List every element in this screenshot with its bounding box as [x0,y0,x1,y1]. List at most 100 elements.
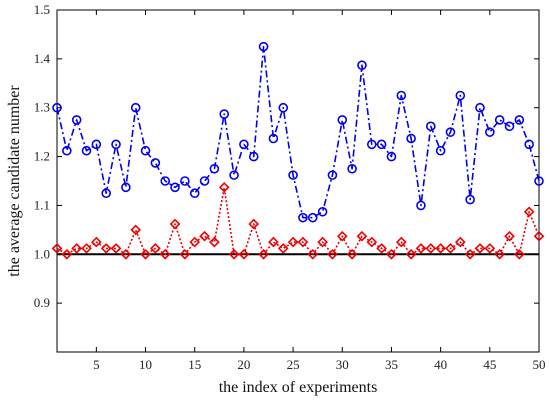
series-2-point [415,243,427,254]
series-1-point [71,115,82,125]
series-2-point [228,248,240,260]
series-2-point [179,248,191,260]
series-1-point [416,200,426,211]
y-tick-label: 1.3 [34,100,50,115]
series-2-point [258,248,269,260]
series-1-point [524,139,534,150]
series-1-point [268,133,279,144]
series-1-point [111,139,121,150]
series-2-point [317,236,328,248]
series-1-point [150,158,161,168]
series-2-point [454,236,466,248]
series-1-line [56,45,540,219]
series-2-point [307,248,319,260]
series-1-point [406,133,416,144]
series-2-point [405,248,417,260]
series-2-point [376,243,387,254]
series-1-point [160,176,171,186]
series-1-point [288,170,298,180]
series-1-point [445,127,456,137]
series-2-point [209,236,220,248]
series-1-point [298,212,308,223]
y-axis-label: the average candidate number [6,85,23,277]
series-2-point [504,230,515,242]
series-1-point [485,127,495,137]
series-1-point [366,139,377,150]
series-1-point [465,194,475,205]
series-2-point [110,243,122,254]
series-1-point [229,170,239,180]
series-2-point [327,248,338,260]
series-2-point [346,248,358,260]
x-tick-label: 5 [93,357,100,372]
series-2-point [435,243,446,254]
series-2-point [238,248,250,260]
series-2-point [445,243,456,254]
series-1-point [504,121,515,132]
x-tick-label: 25 [287,357,300,372]
series-1-point [278,102,289,113]
x-tick-layer: 5 10 15 20 25 30 35 40 45 50 [93,10,546,372]
x-tick-label: 40 [434,357,447,372]
series-1-point [327,170,338,180]
series-2-point [523,206,535,218]
series-2-point [169,218,181,230]
x-tick-label: 30 [336,357,349,372]
series-1-point [91,139,102,150]
series-2-point [533,230,545,242]
series-2-point [159,248,171,260]
series-1-point [189,188,200,199]
series-1-point [140,145,151,156]
series-1-point [494,115,505,125]
series-1-point [337,115,348,125]
series-1-point [475,102,485,113]
series-2-point [150,243,161,254]
series-2-point [61,248,73,260]
plot-frame [56,9,540,353]
series-1-point [248,151,259,162]
series-1-point [435,145,446,156]
series-2-point [425,243,437,254]
series-2-point [513,248,525,260]
series-2-point [484,243,496,254]
series-1-point [376,139,387,150]
series-2-point [218,182,230,193]
series-1-point [199,176,210,186]
y-tick-label: 1.2 [34,149,50,164]
series-2-point [71,243,83,254]
series-1-point [514,115,525,125]
series-1-point [101,188,111,199]
series-2-point [81,243,92,254]
series-2-point [287,236,299,248]
series-2-point [100,243,112,254]
series-layer [51,41,545,260]
series-2-point [91,236,102,248]
y-tick-layer: 0.9 1.0 1.1 1.2 1.3 1.4 1.5 [34,2,539,310]
series-1-point [307,212,318,223]
series-1-point [455,90,466,101]
series-1-point [534,176,544,186]
x-tick-label: 15 [188,357,201,372]
x-tick-label: 45 [483,357,496,372]
x-tick-label: 20 [237,357,250,372]
series-1-point [170,182,180,193]
series-2-point [120,248,132,260]
series-2-point [356,230,368,242]
series-1-point [317,206,328,217]
series-1-point [258,41,269,52]
series-2-point [395,236,407,248]
y-tick-label: 1.0 [34,246,50,261]
series-1-point [386,151,397,162]
series-1-point [219,109,230,119]
x-axis-label: the index of experiments [219,379,378,396]
series-1-point [396,90,407,101]
series-2-point [297,236,309,248]
x-tick-label: 10 [139,357,152,372]
series-2-point [199,230,210,242]
series-1-point [425,121,436,132]
series-1-point [81,145,92,156]
series-2-point [189,236,201,248]
series-2-point [386,248,397,260]
series-1-point [347,163,357,174]
